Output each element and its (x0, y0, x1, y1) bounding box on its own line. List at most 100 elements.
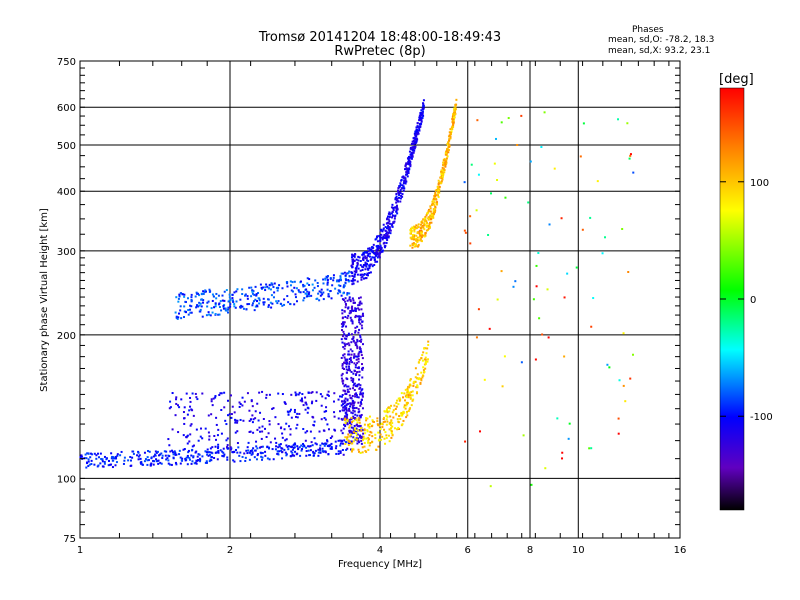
data-point (427, 216, 430, 219)
data-point (256, 402, 259, 405)
data-point (348, 367, 351, 370)
data-point (387, 212, 390, 215)
data-point (258, 297, 261, 300)
data-point (420, 379, 423, 382)
data-point (198, 301, 201, 304)
data-point (210, 456, 213, 459)
data-point (416, 391, 419, 394)
data-point (354, 413, 357, 416)
y-tick-label: 600 (57, 103, 76, 114)
data-point (199, 308, 202, 311)
data-point (453, 111, 456, 114)
data-point (412, 139, 415, 142)
data-point (621, 227, 624, 230)
data-point (189, 304, 192, 307)
data-point (436, 191, 439, 194)
data-point (340, 395, 343, 398)
data-point (399, 197, 402, 200)
data-point (409, 394, 412, 397)
data-point (418, 377, 421, 380)
data-point (416, 130, 419, 133)
data-point (339, 450, 342, 453)
data-point (155, 460, 158, 463)
data-point (309, 445, 312, 448)
data-point (256, 305, 259, 308)
data-point (243, 400, 246, 403)
data-point (410, 147, 413, 150)
data-point (430, 216, 433, 219)
data-point (87, 465, 90, 468)
data-point (189, 308, 192, 311)
y-tick-label: 300 (57, 247, 76, 258)
data-point (395, 195, 398, 198)
y-tick-label: 400 (57, 187, 76, 198)
data-point (349, 402, 352, 405)
data-point (341, 367, 344, 370)
data-point (405, 416, 408, 419)
x-tick-label: 8 (527, 545, 533, 556)
data-point (284, 451, 287, 454)
data-point (225, 289, 228, 292)
data-point (380, 246, 383, 249)
data-point (359, 296, 362, 299)
data-point (350, 264, 353, 267)
data-point (348, 312, 351, 315)
data-point (348, 409, 351, 412)
data-point (376, 417, 379, 420)
data-point (358, 302, 361, 305)
data-point (259, 283, 262, 286)
data-point (189, 311, 192, 314)
data-point (381, 250, 384, 253)
data-point (372, 250, 375, 253)
data-point (179, 456, 182, 459)
data-point (412, 142, 415, 145)
data-point (423, 235, 426, 238)
data-point (337, 452, 340, 455)
data-point (227, 414, 230, 417)
data-point (271, 283, 274, 286)
data-point (344, 383, 347, 386)
data-point (361, 395, 364, 398)
data-point (629, 377, 632, 380)
data-point (252, 431, 255, 434)
data-point (293, 303, 296, 306)
data-point (279, 302, 282, 305)
data-point (380, 233, 383, 236)
data-point (341, 312, 344, 315)
data-point (383, 437, 386, 440)
x-tick-label: 10 (572, 545, 585, 556)
data-point (343, 333, 346, 336)
data-point (255, 445, 258, 448)
data-point (239, 460, 242, 463)
data-point (417, 245, 420, 248)
data-point (261, 445, 264, 448)
data-point (331, 284, 334, 287)
data-point (398, 186, 401, 189)
data-point (342, 389, 345, 392)
data-point (403, 404, 406, 407)
data-point (445, 161, 448, 164)
data-point (442, 161, 445, 164)
data-point (245, 449, 248, 452)
data-point (303, 297, 306, 300)
data-point (357, 408, 360, 411)
data-point (340, 404, 343, 407)
data-point (403, 392, 406, 395)
data-point (385, 418, 388, 421)
data-point (342, 324, 345, 327)
data-point (364, 268, 367, 271)
data-point (405, 411, 408, 414)
data-point (387, 218, 390, 221)
data-point (206, 305, 209, 308)
data-point (389, 415, 392, 418)
data-point (210, 400, 213, 403)
data-point (217, 443, 220, 446)
data-point (260, 286, 263, 289)
data-point (384, 234, 387, 237)
data-point (384, 410, 387, 413)
data-point (93, 452, 96, 455)
data-point (182, 316, 185, 319)
data-point (173, 450, 176, 453)
data-point (333, 415, 336, 418)
data-point (302, 427, 305, 430)
